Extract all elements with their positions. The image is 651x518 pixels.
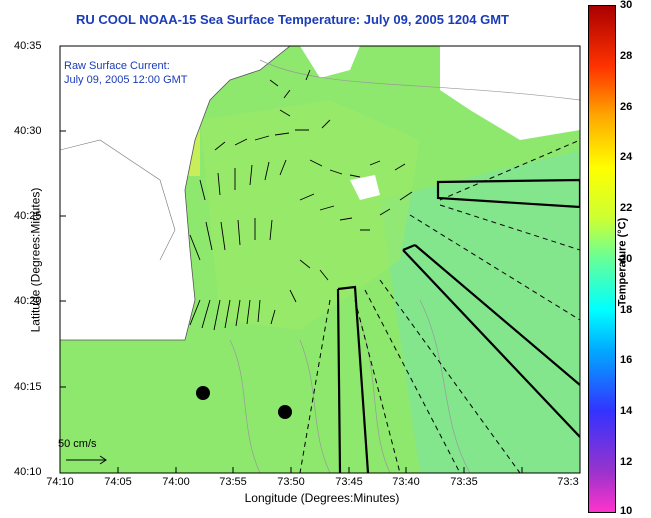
colorbar-tick: 24 <box>620 151 633 163</box>
colorbar-tick: 20 <box>620 253 633 265</box>
x-tick-label: 73:40 <box>392 476 420 488</box>
station-marker <box>196 386 210 400</box>
colorbar-tick: 16 <box>620 354 633 366</box>
station-marker <box>278 405 292 419</box>
colorbar-tick: 28 <box>620 50 633 62</box>
x-tick-label: 73:55 <box>219 476 247 488</box>
x-tick-label: 74:05 <box>104 476 132 488</box>
x-tick-label: 74:00 <box>162 476 190 488</box>
current-vectors <box>189 69 413 331</box>
colorbar-tick: 14 <box>620 405 633 417</box>
y-tick-label: 40:10 <box>14 466 42 478</box>
map-title: RU COOL NOAA-15 Sea Surface Temperature:… <box>75 12 510 27</box>
colorbar-tick: 18 <box>620 304 633 316</box>
x-tick-label: 73:50 <box>277 476 305 488</box>
x-tick-label: 73:3 <box>557 476 579 488</box>
y-tick-label: 40:15 <box>14 381 42 393</box>
y-tick-label: 40:20 <box>14 295 42 307</box>
x-tick-label: 73:35 <box>450 476 478 488</box>
x-tick-label: 73:45 <box>335 476 363 488</box>
colorbar-tick: 10 <box>620 505 633 517</box>
colorbar-tick: 26 <box>620 101 633 113</box>
colorbar <box>588 5 616 513</box>
colorbar-label: Temperature (°C) <box>616 217 629 307</box>
x-tick-label: 74:10 <box>46 476 74 488</box>
annotation-line2: July 09, 2005 12:00 GMT <box>64 74 188 86</box>
y-tick-label: 40:25 <box>14 210 42 222</box>
y-tick-label: 40:30 <box>14 125 42 137</box>
sst-cool-zone <box>380 150 580 473</box>
y-tick-label: 40:35 <box>14 40 42 52</box>
x-axis-label: Longitude (Degrees:Minutes) <box>244 491 400 505</box>
colorbar-tick: 22 <box>620 202 633 214</box>
y-axis-label: Latitude (Degrees:Minutes) <box>28 187 43 333</box>
colorbar-tick: 30 <box>620 0 633 11</box>
colorbar-tick: 12 <box>620 456 633 468</box>
land-mass <box>60 46 291 341</box>
scale-label: 50 cm/s <box>58 438 97 450</box>
annotation-line1: Raw Surface Current: <box>64 60 170 72</box>
